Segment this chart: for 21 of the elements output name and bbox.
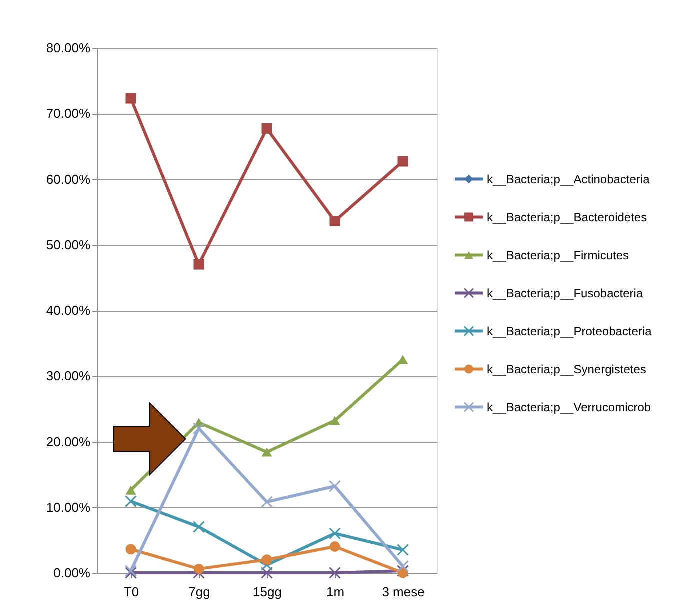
x-tick-label: 15gg bbox=[253, 584, 282, 600]
x-tick-label: T0 bbox=[124, 584, 140, 600]
x-tick-label: 3 mese bbox=[382, 584, 425, 600]
y-tick-label: 0.00% bbox=[54, 566, 91, 580]
legend-label: k__Bacteria;p__Verrucomicrob bbox=[487, 400, 652, 414]
x-tick-label: 7gg bbox=[188, 584, 210, 600]
y-tick-label: 10.00% bbox=[46, 500, 91, 515]
y-tick-label: 60.00% bbox=[46, 172, 91, 187]
legend-label: k__Bacteria;p__Synergistetes bbox=[487, 362, 646, 376]
legend-label: k__Bacteria;p__Actinobacteria bbox=[487, 172, 650, 186]
y-tick-label: 30.00% bbox=[46, 368, 91, 384]
y-tick-label: 50.00% bbox=[46, 237, 91, 252]
legend-label: k__Bacteria;p__Firmicutes bbox=[487, 248, 630, 262]
legend-label: k__Bacteria;p__Bacteroidetes bbox=[487, 210, 648, 224]
y-tick-label: 80.00% bbox=[46, 40, 91, 56]
y-tick-label: 20.00% bbox=[46, 434, 91, 450]
x-tick-label: 1m bbox=[326, 584, 345, 600]
y-tick-label: 40.00% bbox=[46, 303, 91, 318]
legend-label: k__Bacteria;p__Proteobacteria bbox=[487, 324, 652, 338]
legend-label: k__Bacteria;p__Fusobacteria bbox=[487, 286, 644, 300]
y-tick-label: 70.00% bbox=[46, 106, 91, 122]
